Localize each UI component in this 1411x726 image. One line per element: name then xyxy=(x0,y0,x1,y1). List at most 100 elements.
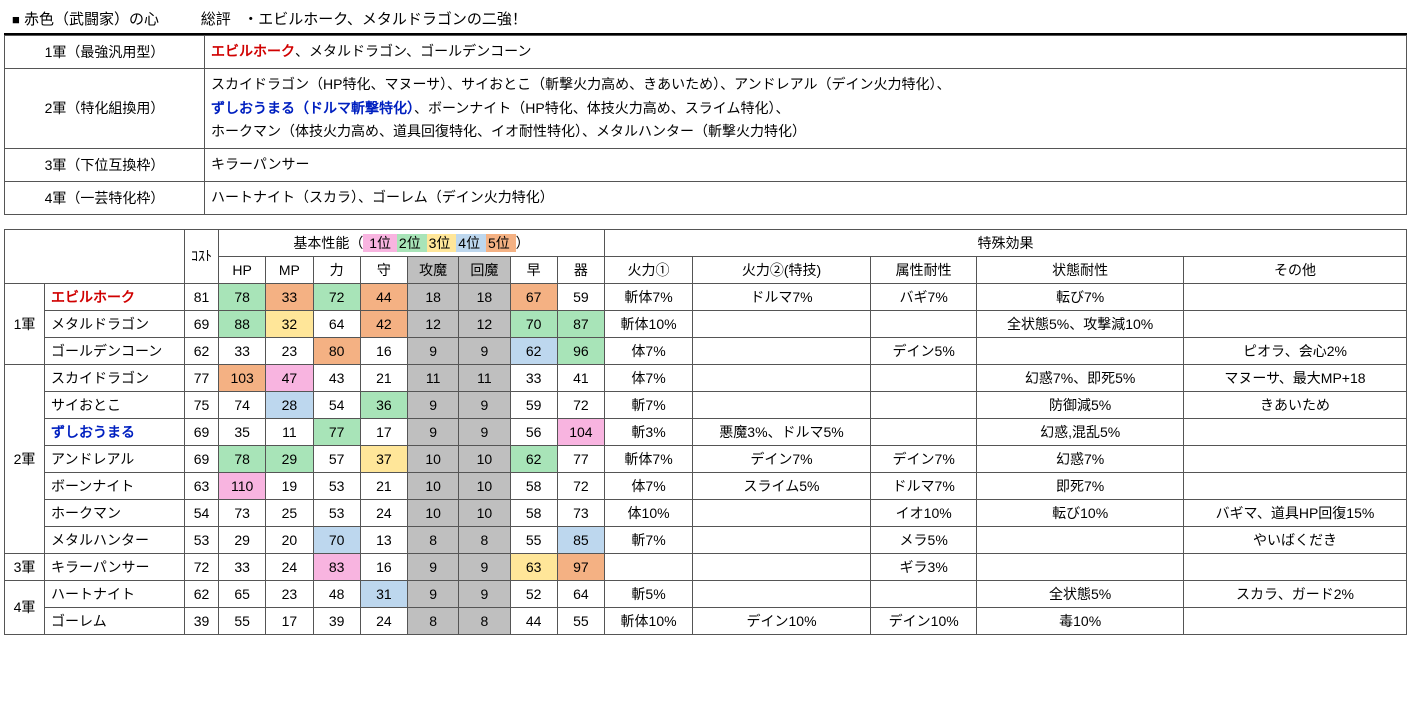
effect-cell xyxy=(870,310,976,337)
row-cost: 62 xyxy=(185,337,219,364)
effect-cell xyxy=(870,391,976,418)
stat-cell: 9 xyxy=(408,553,459,580)
tier-label: 1軍 xyxy=(5,283,45,364)
effect-cell: 即死7% xyxy=(977,472,1184,499)
stat-cell: 18 xyxy=(459,283,510,310)
stat-cell: 57 xyxy=(313,445,360,472)
stat-cell: 55 xyxy=(557,607,604,634)
table-row: 1軍エビルホーク817833724418186759斬体7%ドルマ7%バギ7%転… xyxy=(5,283,1407,310)
stat-cell: 12 xyxy=(459,310,510,337)
row-cost: 63 xyxy=(185,472,219,499)
stat-cell: 72 xyxy=(557,391,604,418)
summary-tier-label: 2軍（特化組換用） xyxy=(5,68,205,148)
effect-cell: デイン10% xyxy=(693,607,871,634)
effect-cell: 斬体10% xyxy=(605,607,693,634)
row-name: ゴールデンコーン xyxy=(45,337,185,364)
stat-cell: 10 xyxy=(408,499,459,526)
stat-cell: 8 xyxy=(408,607,459,634)
effect-cell: バギ7% xyxy=(870,283,976,310)
row-name: サイおとこ xyxy=(45,391,185,418)
col-cost: ｺｽﾄ xyxy=(185,229,219,283)
stat-cell: 37 xyxy=(360,445,407,472)
stat-cell: 58 xyxy=(510,472,557,499)
effect-cell: 斬5% xyxy=(605,580,693,607)
effect-cell: ドルマ7% xyxy=(870,472,976,499)
stat-cell: 43 xyxy=(313,364,360,391)
stat-cell: 8 xyxy=(459,526,510,553)
stat-cell: 9 xyxy=(459,337,510,364)
stat-cell: 59 xyxy=(510,391,557,418)
stat-cell: 10 xyxy=(408,445,459,472)
stat-cell: 29 xyxy=(266,445,313,472)
stat-cell: 20 xyxy=(266,526,313,553)
corner-cell xyxy=(5,229,185,283)
effect-cell: 全状態5%、攻撃減10% xyxy=(977,310,1184,337)
col-stat: MP xyxy=(266,256,313,283)
col-basic: 基本性能（ 1位 2位 3位 4位 5位 ） xyxy=(219,229,605,256)
stat-cell: 52 xyxy=(510,580,557,607)
table-row: メタルドラゴン698832644212127087斬体10%全状態5%、攻撃減1… xyxy=(5,310,1407,337)
row-cost: 39 xyxy=(185,607,219,634)
effect-cell: きあいため xyxy=(1183,391,1406,418)
stat-cell: 104 xyxy=(557,418,604,445)
row-name: キラーパンサー xyxy=(45,553,185,580)
effect-cell: デイン7% xyxy=(870,445,976,472)
stat-cell: 47 xyxy=(266,364,313,391)
stat-cell: 8 xyxy=(459,607,510,634)
stat-cell: 33 xyxy=(219,553,266,580)
stat-cell: 33 xyxy=(219,337,266,364)
effect-cell: 転び10% xyxy=(977,499,1184,526)
stat-cell: 59 xyxy=(557,283,604,310)
col-effect: 状態耐性 xyxy=(977,256,1184,283)
stat-cell: 33 xyxy=(266,283,313,310)
row-name: メタルドラゴン xyxy=(45,310,185,337)
stat-cell: 53 xyxy=(313,499,360,526)
stat-cell: 9 xyxy=(459,580,510,607)
effect-cell xyxy=(1183,472,1406,499)
stat-cell: 17 xyxy=(360,418,407,445)
effect-cell: 体7% xyxy=(605,364,693,391)
page-header: ■ 赤色（武闘家）の心 総評 ・エビルホーク、メタルドラゴンの二強！ xyxy=(4,4,1407,35)
table-row: ずしおうまる69351177179956104斬3%悪魔3%、ドルマ5%幻惑,混… xyxy=(5,418,1407,445)
stat-cell: 32 xyxy=(266,310,313,337)
stat-cell: 10 xyxy=(459,499,510,526)
col-effect: その他 xyxy=(1183,256,1406,283)
stat-cell: 78 xyxy=(219,445,266,472)
stat-cell: 9 xyxy=(459,418,510,445)
summary-tier-label: 4軍（一芸特化枠） xyxy=(5,181,205,214)
effect-cell: 斬7% xyxy=(605,391,693,418)
stat-cell: 21 xyxy=(360,472,407,499)
effect-cell xyxy=(870,364,976,391)
col-effect: 火力① xyxy=(605,256,693,283)
stat-cell: 72 xyxy=(313,283,360,310)
stat-cell: 16 xyxy=(360,337,407,364)
effect-cell xyxy=(977,553,1184,580)
stat-cell: 64 xyxy=(313,310,360,337)
table-row: ホークマン547325532410105873体10%イオ10%転び10%バギマ… xyxy=(5,499,1407,526)
row-name: エビルホーク xyxy=(45,283,185,310)
stat-cell: 24 xyxy=(360,499,407,526)
col-effect: 属性耐性 xyxy=(870,256,976,283)
stat-cell: 74 xyxy=(219,391,266,418)
summary-tier-content: スカイドラゴン（HP特化、マヌーサ）、サイおとこ（斬撃火力高め、きあいため）、ア… xyxy=(205,68,1407,148)
stat-cell: 8 xyxy=(408,526,459,553)
effect-cell: 転び7% xyxy=(977,283,1184,310)
effect-cell: 斬3% xyxy=(605,418,693,445)
stat-cell: 110 xyxy=(219,472,266,499)
stat-cell: 62 xyxy=(510,445,557,472)
row-cost: 53 xyxy=(185,526,219,553)
effect-cell xyxy=(1183,418,1406,445)
stat-cell: 67 xyxy=(510,283,557,310)
effect-cell xyxy=(977,337,1184,364)
effect-cell xyxy=(870,418,976,445)
effect-cell: 斬体10% xyxy=(605,310,693,337)
tier-label: 4軍 xyxy=(5,580,45,634)
effect-cell: 体10% xyxy=(605,499,693,526)
stat-cell: 36 xyxy=(360,391,407,418)
effect-cell: 斬体7% xyxy=(605,283,693,310)
row-name: アンドレアル xyxy=(45,445,185,472)
effect-cell: デイン5% xyxy=(870,337,976,364)
stat-cell: 72 xyxy=(557,472,604,499)
row-name: ゴーレム xyxy=(45,607,185,634)
effect-cell: イオ10% xyxy=(870,499,976,526)
